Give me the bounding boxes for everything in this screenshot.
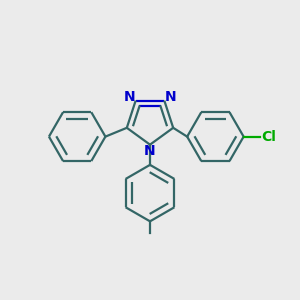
Text: N: N xyxy=(165,90,177,104)
Text: Cl: Cl xyxy=(261,130,276,144)
Text: N: N xyxy=(123,90,135,104)
Text: N: N xyxy=(144,144,156,158)
